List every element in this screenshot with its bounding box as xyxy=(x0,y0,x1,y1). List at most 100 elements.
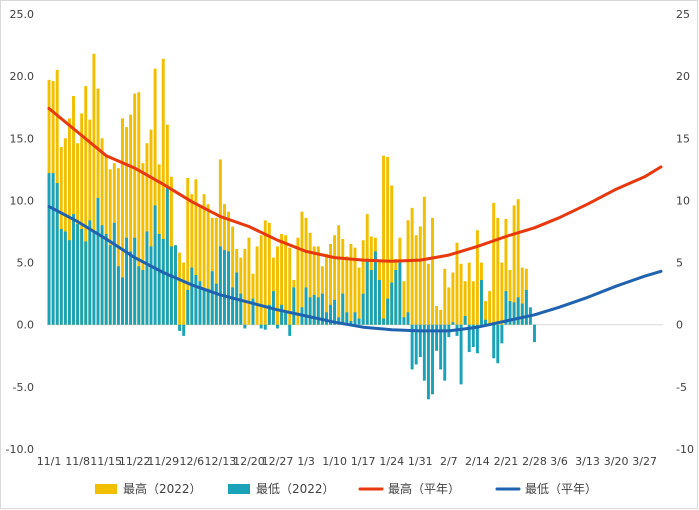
bar-high xyxy=(300,211,304,325)
bar-low xyxy=(394,270,398,325)
bar-low xyxy=(239,293,243,325)
bar-high xyxy=(267,222,271,325)
y-tick-label-right: 25 xyxy=(676,8,690,21)
y-tick-label-right: -10 xyxy=(676,443,694,456)
bar-low xyxy=(435,324,439,351)
bar-low xyxy=(100,225,104,325)
x-tick-label: 11/15 xyxy=(90,455,122,468)
bar-high xyxy=(182,262,186,325)
x-tick-label: 2/28 xyxy=(522,455,547,468)
x-tick-label: 12/6 xyxy=(179,455,204,468)
bar-low xyxy=(63,231,67,325)
bar-low xyxy=(190,267,194,325)
bar-low xyxy=(227,251,231,325)
bar-low xyxy=(459,324,463,385)
bar-high xyxy=(247,237,251,325)
bar-low xyxy=(439,324,443,370)
x-tick-label: 1/3 xyxy=(297,455,315,468)
bar-high xyxy=(337,225,341,325)
bar-low xyxy=(324,312,328,325)
legend-label: 最高（2022） xyxy=(123,481,202,496)
bar-high xyxy=(349,243,353,325)
bar-high xyxy=(137,92,141,325)
bar-high xyxy=(500,262,504,325)
bar-low xyxy=(333,299,337,325)
bar-low xyxy=(280,304,284,325)
bar-high xyxy=(455,242,459,325)
y-axis-left: 25.0 20.0 15.0 10.0 5.0 0.0 -5.0 -10.0 xyxy=(6,8,34,456)
legend-swatch xyxy=(95,484,117,494)
bar-high xyxy=(341,238,345,325)
bar-low xyxy=(231,287,235,325)
bar-low xyxy=(292,287,296,325)
bar-high xyxy=(492,202,496,325)
bar-low xyxy=(112,222,116,325)
bar-high xyxy=(406,220,410,325)
bar-low xyxy=(141,270,145,325)
bar-low xyxy=(378,279,381,325)
bar-low xyxy=(365,258,369,325)
series-low-2022 xyxy=(47,173,536,400)
bar-low xyxy=(479,279,483,325)
x-tick-label: 1/24 xyxy=(379,455,404,468)
bar-low xyxy=(47,173,51,325)
bar-low xyxy=(121,277,124,325)
bar-high xyxy=(308,232,312,325)
bar-low xyxy=(169,246,173,325)
bar-low xyxy=(512,302,516,325)
bar-low xyxy=(88,220,92,325)
bar-low xyxy=(137,266,141,325)
bar-high xyxy=(382,155,386,325)
bar-low xyxy=(80,229,84,325)
y-axis-right: 25 20 15 10 5 0 -5 -10 xyxy=(676,8,694,456)
bar-low xyxy=(284,312,288,325)
bar-low xyxy=(76,224,80,325)
bar-low xyxy=(149,246,153,325)
bar-low xyxy=(214,283,218,325)
bar-low xyxy=(496,324,500,364)
bar-low xyxy=(104,233,108,325)
bar-high xyxy=(121,118,124,325)
bar-low xyxy=(463,316,467,325)
bar-high xyxy=(333,235,337,325)
bar-low xyxy=(431,324,434,395)
bar-low xyxy=(361,293,365,325)
bar-low xyxy=(475,324,479,354)
bar-high xyxy=(263,220,267,325)
bar-low xyxy=(312,294,316,325)
bar-low xyxy=(320,293,324,325)
bar-low xyxy=(198,281,202,325)
y-tick-label-left: 15.0 xyxy=(10,132,35,145)
bar-low xyxy=(153,205,157,325)
bar-low xyxy=(202,289,206,325)
y-tick-label-left: -5.0 xyxy=(13,381,34,394)
bar-high xyxy=(496,217,500,325)
bar-high xyxy=(443,268,447,325)
bar-low xyxy=(96,197,100,325)
bar-high xyxy=(402,281,406,325)
bar-high xyxy=(324,253,328,325)
bar-low xyxy=(186,289,190,325)
bar-high xyxy=(459,263,463,325)
bar-high xyxy=(516,199,520,325)
bar-high xyxy=(463,281,467,325)
bar-high xyxy=(239,257,243,325)
bar-low xyxy=(59,229,63,325)
bar-high xyxy=(475,230,479,325)
bar-low xyxy=(467,324,471,353)
bar-low xyxy=(304,287,308,325)
bar-high xyxy=(471,281,475,325)
bar-high xyxy=(426,263,430,325)
bar-low xyxy=(524,289,528,325)
bar-low xyxy=(390,282,394,325)
bar-high xyxy=(243,248,247,325)
bar-low xyxy=(341,293,345,325)
bar-low xyxy=(276,324,279,329)
bar-high xyxy=(133,93,137,325)
bar-high xyxy=(357,267,361,325)
bar-low xyxy=(210,271,214,325)
bar-low xyxy=(520,303,524,325)
x-tick-label: 12/13 xyxy=(205,455,237,468)
